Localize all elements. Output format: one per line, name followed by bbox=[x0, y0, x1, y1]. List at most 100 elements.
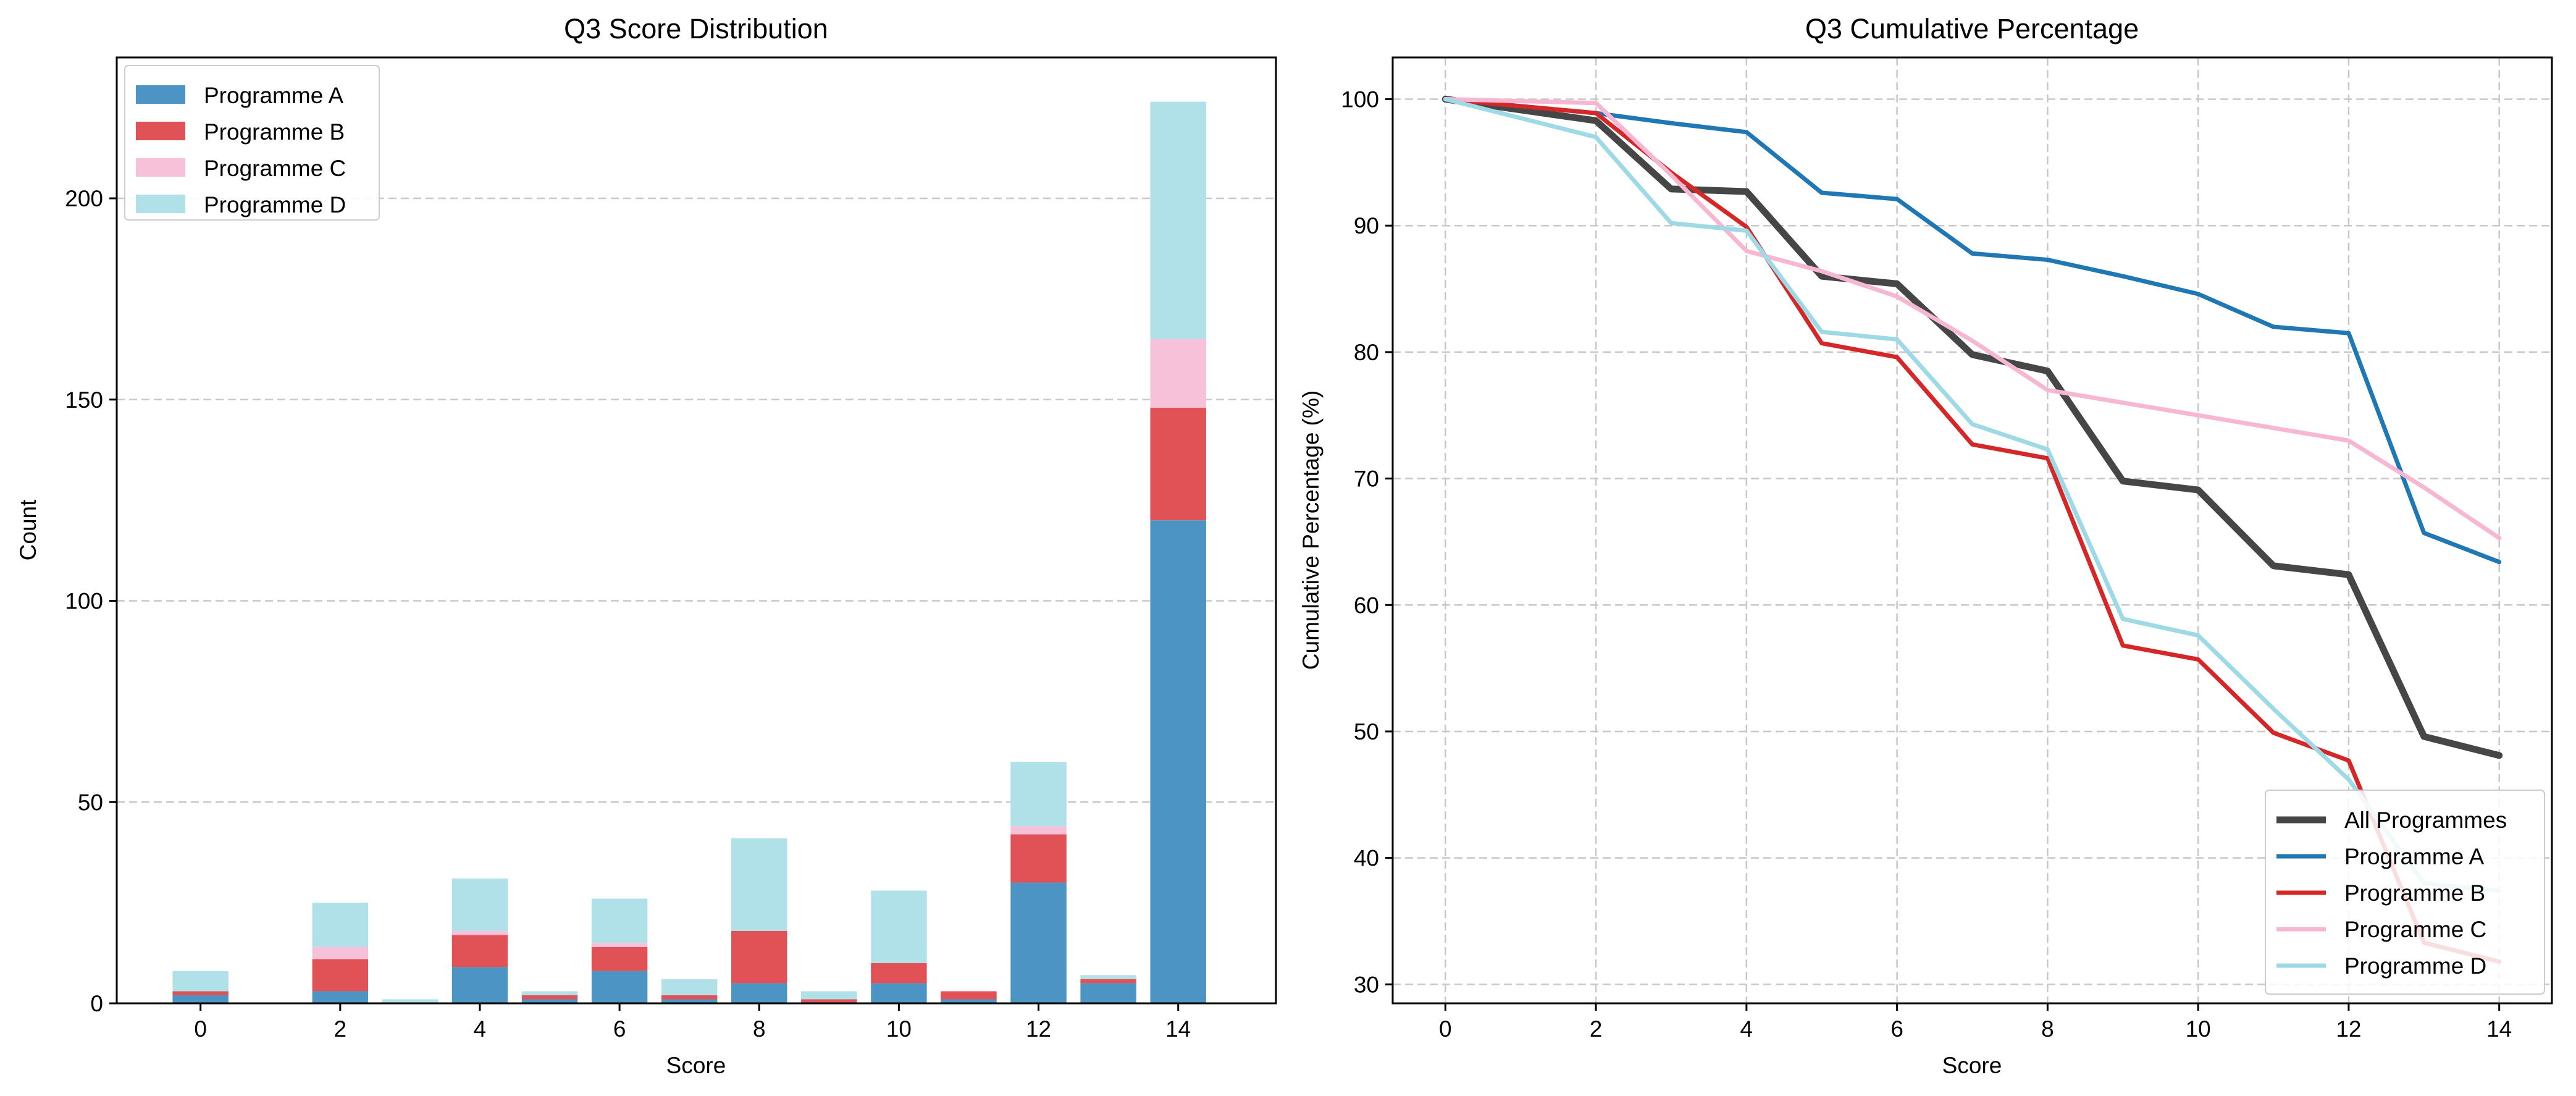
x-tick-label: 2 bbox=[1590, 1016, 1603, 1042]
legend-swatch bbox=[136, 122, 185, 140]
y-tick-label: 30 bbox=[1354, 972, 1379, 997]
bar-segment bbox=[591, 898, 648, 943]
axis-ticks: 0 2 4 6 8 10 12 14 30 40 50 60 70 80 90 100 bbox=[1341, 87, 2512, 1042]
x-tick-label: 14 bbox=[1165, 1016, 1191, 1042]
bar-segment bbox=[521, 995, 578, 1000]
legend: All Programmes Programme A Programme B Prog… bbox=[2265, 790, 2545, 995]
y-tick-label: 100 bbox=[1341, 87, 1379, 112]
legend-swatch bbox=[136, 85, 185, 104]
cumulative-percentage-chart: 0 2 4 6 8 10 12 14 30 40 50 60 70 80 90 100 Q3 Cumulati… bbox=[1298, 13, 2553, 1078]
score-distribution-chart: 0 2 4 6 8 10 12 14 0 50 100 150 200 Q3 Score Distrib… bbox=[15, 13, 1277, 1078]
y-tick-label: 50 bbox=[1354, 719, 1379, 744]
x-tick-label: 6 bbox=[613, 1016, 626, 1042]
legend-label: Programme D bbox=[2344, 953, 2486, 979]
legend-label: Programme B bbox=[204, 119, 345, 145]
bar-segment bbox=[1010, 762, 1067, 827]
bar-segment bbox=[172, 971, 229, 992]
y-axis-label: Cumulative Percentage (%) bbox=[1298, 390, 1324, 670]
series-line bbox=[1443, 97, 2502, 893]
legend-label: Programme C bbox=[2344, 917, 2486, 942]
bar-segment bbox=[312, 946, 369, 959]
legend-label: Programme A bbox=[204, 83, 344, 108]
y-tick-label: 200 bbox=[65, 186, 103, 211]
bar-segment bbox=[871, 890, 927, 963]
bar-segment bbox=[871, 983, 927, 1003]
bar-segment bbox=[312, 903, 369, 947]
series-line bbox=[1443, 97, 2502, 964]
legend-label: All Programmes bbox=[2344, 807, 2507, 833]
bar-segment bbox=[521, 999, 578, 1003]
x-tick-label: 2 bbox=[334, 1016, 347, 1042]
bar-segment bbox=[1150, 407, 1206, 521]
x-tick-label: 14 bbox=[2486, 1016, 2512, 1042]
bar-segment bbox=[1080, 983, 1136, 1003]
x-tick-label: 12 bbox=[2336, 1016, 2361, 1042]
x-tick-label: 4 bbox=[474, 1016, 487, 1042]
bar-segment bbox=[382, 999, 438, 1003]
x-tick-label: 6 bbox=[1890, 1016, 1903, 1042]
y-tick-label: 150 bbox=[65, 387, 103, 413]
bar-segment bbox=[731, 930, 787, 984]
x-tick-label: 8 bbox=[2041, 1016, 2054, 1042]
bar-segment bbox=[801, 999, 857, 1003]
bar-segment bbox=[451, 879, 508, 931]
plot-frame bbox=[115, 56, 1277, 1005]
bar-segment bbox=[941, 999, 997, 1003]
x-tick-label: 0 bbox=[194, 1016, 207, 1042]
chart-title: Q3 Cumulative Percentage bbox=[1805, 13, 2139, 44]
chart-title: Q3 Score Distribution bbox=[564, 13, 828, 44]
bar-segment bbox=[1010, 826, 1067, 835]
y-tick-label: 50 bbox=[78, 790, 103, 815]
legend-box bbox=[124, 65, 380, 221]
bar-segment bbox=[731, 838, 787, 931]
bar-segment bbox=[591, 943, 648, 947]
bar-segment bbox=[451, 967, 508, 1003]
legend: Programme A Programme B Programme C Program… bbox=[124, 65, 380, 221]
y-tick-label: 0 bbox=[90, 991, 103, 1016]
legend-label: Programme B bbox=[2344, 880, 2485, 906]
bar-segment bbox=[1010, 834, 1067, 883]
bar-segment bbox=[591, 971, 648, 1003]
legend-label: Programme C bbox=[204, 156, 346, 181]
legend-label: Programme D bbox=[204, 192, 346, 217]
bar-segment bbox=[661, 995, 718, 1000]
axis-ticks: 0 2 4 6 8 10 12 14 0 50 100 150 200 bbox=[65, 186, 1191, 1042]
y-axis-label: Count bbox=[15, 499, 41, 560]
bar-segment bbox=[1150, 101, 1206, 340]
x-tick-label: 0 bbox=[1439, 1016, 1452, 1042]
x-tick-label: 10 bbox=[886, 1016, 912, 1042]
bar-segment bbox=[1150, 339, 1206, 408]
legend-box bbox=[2265, 790, 2545, 995]
bar-segment bbox=[661, 979, 718, 995]
y-tick-label: 40 bbox=[1354, 846, 1379, 871]
bar-segment bbox=[871, 963, 927, 984]
x-tick-label: 12 bbox=[1026, 1016, 1051, 1042]
y-tick-label: 100 bbox=[65, 589, 103, 614]
y-tick-label: 60 bbox=[1354, 592, 1379, 618]
series-line bbox=[1441, 96, 2503, 759]
legend-swatch bbox=[136, 158, 185, 177]
bar-segment bbox=[312, 991, 369, 1003]
bar-segment bbox=[1080, 975, 1136, 979]
plot-frame bbox=[1391, 56, 2553, 1005]
bar-segment bbox=[1150, 520, 1206, 1003]
y-tick-label: 80 bbox=[1354, 340, 1379, 365]
grid bbox=[117, 197, 1276, 803]
y-tick-label: 70 bbox=[1354, 466, 1379, 492]
grid bbox=[1393, 57, 2552, 1003]
bar-segment bbox=[172, 991, 229, 995]
series-line bbox=[1443, 97, 2502, 541]
bar-segment bbox=[521, 991, 578, 995]
lines bbox=[1441, 96, 2503, 964]
y-tick-label: 90 bbox=[1354, 213, 1379, 238]
x-tick-label: 4 bbox=[1740, 1016, 1753, 1042]
bar-segment bbox=[731, 983, 787, 1003]
x-tick-label: 8 bbox=[753, 1016, 766, 1042]
x-axis-label: Score bbox=[666, 1053, 726, 1078]
x-axis-label: Score bbox=[1942, 1053, 2002, 1078]
bar-segment bbox=[661, 999, 718, 1003]
bar-segment bbox=[1080, 979, 1136, 984]
bar-segment bbox=[312, 959, 369, 992]
bar-segment bbox=[172, 995, 229, 1003]
